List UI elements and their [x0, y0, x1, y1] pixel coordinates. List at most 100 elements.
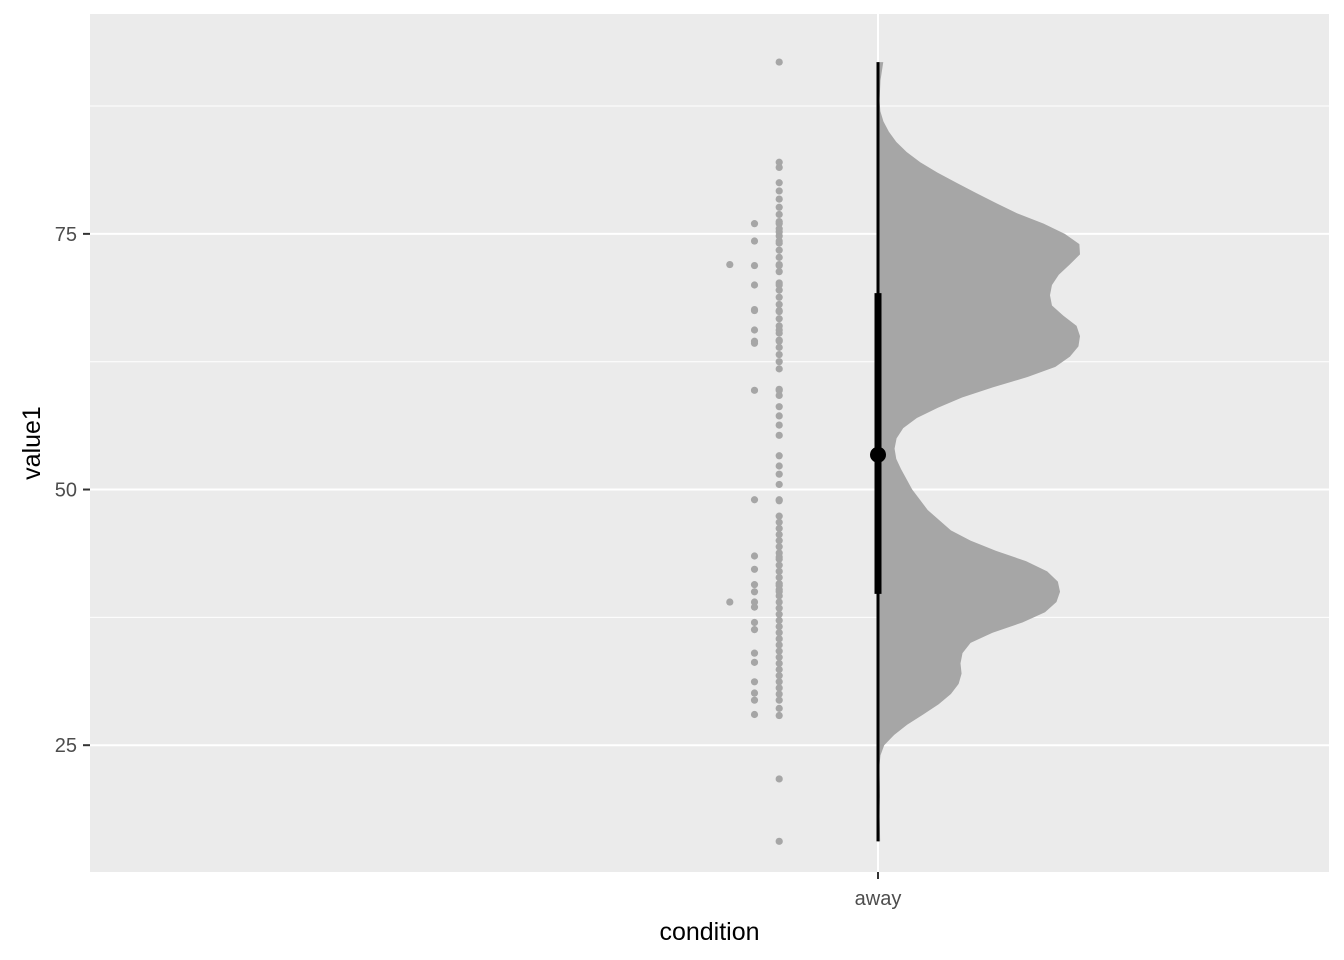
- data-point: [726, 260, 734, 269]
- data-point: [775, 462, 783, 470]
- data-point: [775, 237, 783, 245]
- data-point: [775, 598, 783, 606]
- data-point: [775, 573, 783, 582]
- data-point: [750, 618, 759, 627]
- data-point: [750, 306, 759, 315]
- data-point: [775, 403, 783, 411]
- data-point: [775, 678, 783, 686]
- data-point: [775, 543, 783, 551]
- minor-gridlines: [90, 105, 1329, 618]
- data-point: [726, 598, 734, 606]
- data-point: [750, 261, 759, 270]
- y-axis: 25 50 75: [55, 224, 90, 757]
- data-point: [775, 567, 783, 575]
- data-point: [775, 293, 783, 301]
- data-point: [775, 524, 783, 532]
- data-point: [775, 537, 783, 545]
- data-point: [775, 179, 783, 187]
- data-point: [750, 581, 759, 589]
- data-point: [775, 641, 783, 649]
- data-point: [775, 672, 783, 680]
- data-point: [750, 678, 759, 686]
- data-point: [775, 203, 783, 211]
- data-point: [775, 421, 783, 429]
- data-point: [775, 187, 783, 195]
- data-point: [775, 696, 783, 704]
- y-tick-label: 75: [55, 224, 77, 246]
- x-axis: away: [855, 872, 902, 910]
- data-point: [750, 220, 759, 228]
- data-point: [775, 588, 783, 596]
- data-point: [750, 565, 759, 573]
- plot-panel: [90, 14, 1329, 872]
- data-point: [775, 337, 783, 345]
- density-half-violin: [878, 62, 1080, 842]
- data-point: [775, 647, 783, 655]
- data-point: [775, 635, 783, 643]
- data-point: [775, 220, 783, 228]
- data-point: [750, 337, 759, 345]
- data-point: [750, 603, 759, 611]
- y-axis-title: value1: [18, 406, 46, 480]
- data-point: [775, 210, 783, 219]
- data-point: [775, 253, 783, 261]
- data-point: [775, 518, 783, 526]
- data-point: [750, 689, 759, 697]
- data-point: [775, 391, 783, 400]
- data-point: [775, 431, 783, 439]
- y-tick-label: 25: [55, 735, 77, 757]
- data-point: [775, 343, 783, 351]
- data-point: [750, 626, 759, 634]
- data-point: [775, 512, 783, 520]
- data-point: [775, 350, 783, 359]
- data-point: [750, 496, 759, 504]
- data-point: [775, 561, 783, 569]
- data-point: [775, 163, 783, 171]
- data-point: [750, 386, 759, 394]
- raw-data-points: [726, 58, 783, 845]
- data-point: [775, 610, 783, 618]
- data-point: [775, 530, 783, 539]
- data-point: [775, 261, 783, 270]
- data-point: [775, 622, 783, 631]
- data-point: [775, 326, 783, 334]
- data-point: [750, 649, 759, 657]
- data-point: [775, 711, 783, 720]
- data-point: [775, 452, 783, 460]
- data-point: [750, 237, 759, 245]
- data-point: [775, 684, 783, 692]
- data-point: [775, 616, 783, 625]
- data-point: [775, 195, 783, 203]
- data-point: [775, 300, 783, 309]
- y-tick-label: 50: [55, 480, 77, 502]
- data-point: [775, 281, 783, 289]
- data-point: [775, 412, 783, 420]
- data-point: [775, 386, 783, 394]
- data-point: [750, 281, 759, 289]
- data-point: [775, 653, 783, 661]
- data-point: [775, 470, 783, 478]
- x-tick-label: away: [855, 888, 902, 910]
- data-point: [775, 158, 783, 166]
- data-point: [775, 58, 783, 66]
- data-point: [775, 775, 783, 783]
- data-point: [775, 837, 783, 845]
- data-point: [750, 710, 759, 719]
- data-point: [750, 552, 759, 560]
- data-point: [775, 704, 783, 712]
- x-axis-title: condition: [659, 918, 759, 946]
- data-point: [775, 629, 783, 637]
- data-point: [775, 553, 783, 561]
- data-point: [775, 306, 783, 315]
- data-point: [775, 228, 783, 236]
- data-point: [775, 480, 783, 489]
- data-point: [775, 665, 783, 674]
- data-point: [750, 696, 759, 704]
- data-point: [750, 598, 759, 606]
- data-point: [775, 604, 783, 612]
- data-point: [750, 326, 759, 334]
- data-point: [750, 588, 759, 596]
- data-point: [775, 358, 783, 366]
- data-point: [775, 268, 783, 276]
